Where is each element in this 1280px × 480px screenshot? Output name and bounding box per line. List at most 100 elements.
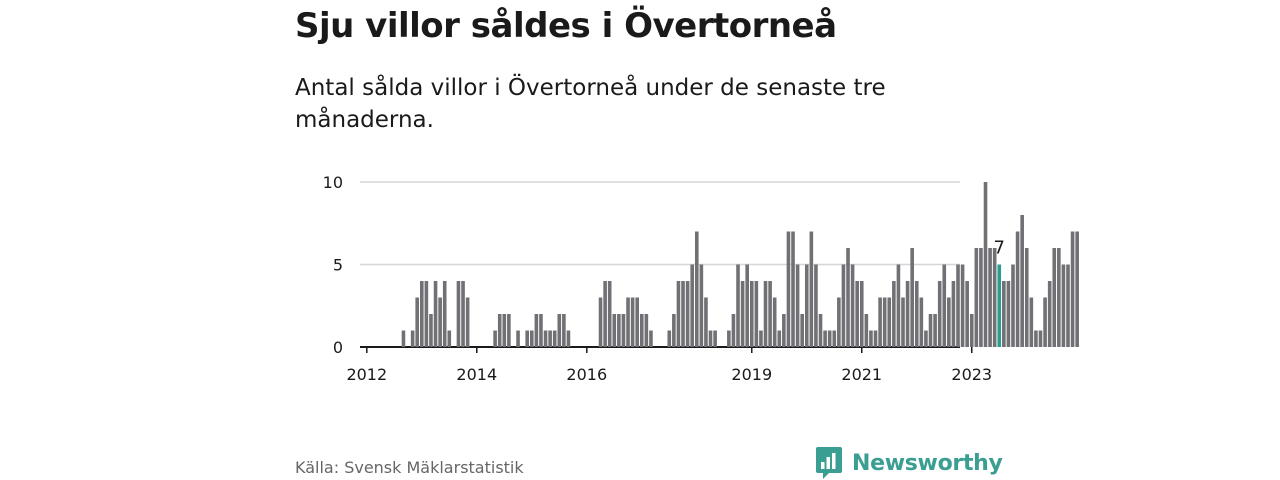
bar [1002, 281, 1006, 347]
x-tick-label: 2012 [346, 365, 387, 384]
bar [992, 248, 997, 347]
bar [777, 330, 782, 347]
bar [947, 297, 951, 347]
bar [713, 330, 717, 347]
bar [988, 248, 992, 347]
bar [969, 314, 974, 347]
bar [749, 281, 754, 347]
bar [1043, 297, 1047, 347]
bar [410, 330, 415, 347]
newsworthy-logo-icon [816, 447, 842, 479]
bar [878, 297, 882, 347]
bar [415, 297, 420, 347]
bar [823, 330, 827, 347]
bar [1015, 231, 1020, 347]
bar [676, 281, 681, 347]
bar [763, 281, 768, 347]
bar [804, 264, 809, 347]
bar [727, 330, 731, 347]
bar [745, 264, 749, 347]
bar [855, 281, 859, 347]
bar [956, 264, 960, 347]
bar [905, 281, 910, 347]
bar [534, 314, 539, 347]
bar [914, 281, 919, 347]
bar [465, 297, 470, 347]
bar [1038, 330, 1043, 347]
bar [768, 281, 772, 347]
bar [786, 231, 791, 347]
bar [901, 297, 905, 347]
bar [617, 314, 621, 347]
bar [1024, 248, 1029, 347]
bar [672, 314, 676, 347]
bar [539, 314, 543, 347]
bar [704, 297, 708, 347]
bar [516, 330, 520, 347]
bar [1057, 248, 1061, 347]
labels: 0 5 10 2012 2014 2016 2019 2021 2023 7 [323, 173, 1005, 384]
bar [896, 264, 901, 347]
x-tick-label: 2019 [731, 365, 772, 384]
bar [607, 281, 612, 347]
bar [942, 264, 947, 347]
bar [841, 264, 846, 347]
bar [827, 330, 832, 347]
bar [502, 314, 507, 347]
bar [690, 264, 694, 347]
bar [1011, 264, 1015, 347]
bar [497, 314, 502, 347]
y-tick-label: 5 [333, 256, 343, 275]
bar [919, 297, 924, 347]
bar [507, 314, 511, 347]
highlight-value-label: 7 [994, 238, 1005, 259]
bar [892, 281, 896, 347]
bar [429, 314, 433, 347]
bar [814, 264, 818, 347]
bar [667, 330, 672, 347]
bar [937, 281, 942, 347]
bar [800, 314, 804, 347]
bar [974, 248, 979, 347]
bar [1061, 264, 1066, 347]
bar [846, 248, 850, 347]
bar [772, 297, 777, 347]
bar [731, 314, 736, 347]
x-tick-label: 2014 [456, 365, 497, 384]
x-tick-label: 2023 [951, 365, 992, 384]
chart-title: Sju villor såldes i Övertorneå [295, 6, 837, 46]
bar [699, 264, 704, 347]
bar [1075, 231, 1079, 347]
bar [983, 182, 988, 347]
brand-logo: Newsworthy [815, 446, 1003, 480]
x-tick-label: 2016 [566, 365, 607, 384]
bar [1020, 215, 1024, 347]
bar [873, 330, 878, 347]
bar [438, 297, 442, 347]
bar [960, 264, 965, 347]
bar [979, 248, 983, 347]
bar [557, 314, 562, 347]
bar [1006, 281, 1011, 347]
y-tick-label: 10 [323, 173, 343, 192]
bar [740, 281, 745, 347]
bar [818, 314, 823, 347]
bar [420, 281, 424, 347]
bar [603, 281, 607, 347]
bar [850, 264, 855, 347]
bar [864, 314, 869, 347]
bar [1070, 231, 1075, 347]
bar [736, 264, 740, 347]
bar [598, 297, 603, 347]
bar [562, 314, 566, 347]
bar [456, 281, 461, 347]
bar [887, 297, 892, 347]
bar [566, 330, 571, 347]
bar [1052, 248, 1057, 347]
bar [694, 231, 699, 347]
bar [809, 231, 814, 347]
bar [612, 314, 617, 347]
bar [910, 248, 914, 347]
bar [708, 330, 713, 347]
bar [1066, 264, 1070, 347]
